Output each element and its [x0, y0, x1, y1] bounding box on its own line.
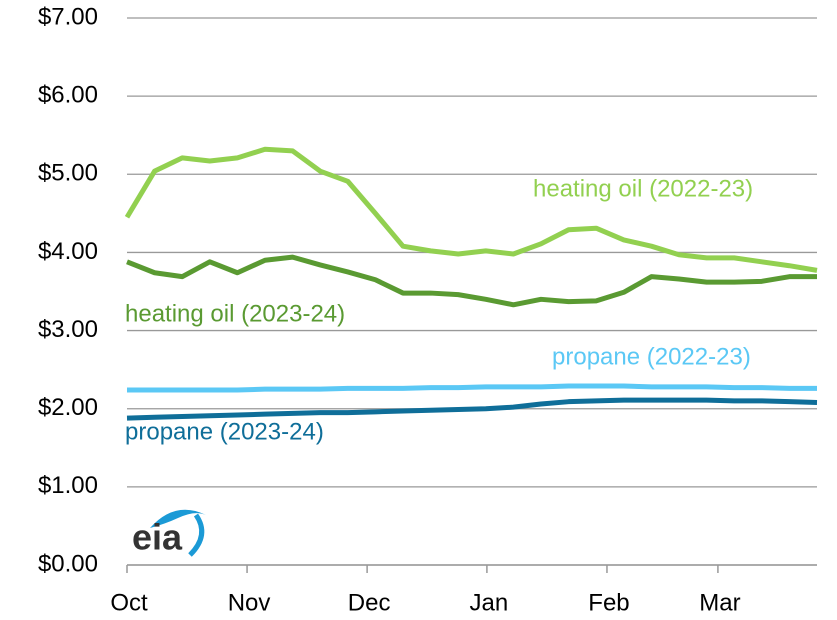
logo-arc	[188, 513, 205, 557]
series-line	[126, 397, 818, 421]
y-tick-label: $2.00	[38, 394, 98, 421]
y-tick-label: $0.00	[38, 550, 98, 577]
series-label: propane (2023-24)	[125, 418, 324, 445]
y-tick-label: $3.00	[38, 316, 98, 343]
logo-text: eia	[132, 517, 183, 558]
logo-swoosh	[150, 509, 206, 528]
series-line	[124, 146, 818, 273]
y-tick-label: $4.00	[38, 238, 98, 265]
y-tick-label: $7.00	[38, 3, 98, 30]
x-tick-label: Jan	[470, 589, 509, 616]
series-line	[126, 254, 817, 308]
x-tick-label: Oct	[110, 589, 148, 616]
x-tick-label: Feb	[588, 589, 629, 616]
y-tick-label: $5.00	[38, 160, 98, 187]
y-tick-label: $6.00	[38, 81, 98, 108]
series-line	[127, 383, 817, 393]
y-tick-label: $1.00	[38, 472, 98, 499]
series-label: propane (2022-23)	[552, 343, 751, 370]
series-label: heating oil (2023-24)	[125, 300, 345, 327]
series-label: heating oil (2022-23)	[533, 175, 753, 202]
x-tick-label: Dec	[348, 589, 391, 616]
logo: eia	[132, 509, 206, 558]
x-tick-label: Mar	[699, 589, 740, 616]
x-tick-label: Nov	[228, 589, 271, 616]
